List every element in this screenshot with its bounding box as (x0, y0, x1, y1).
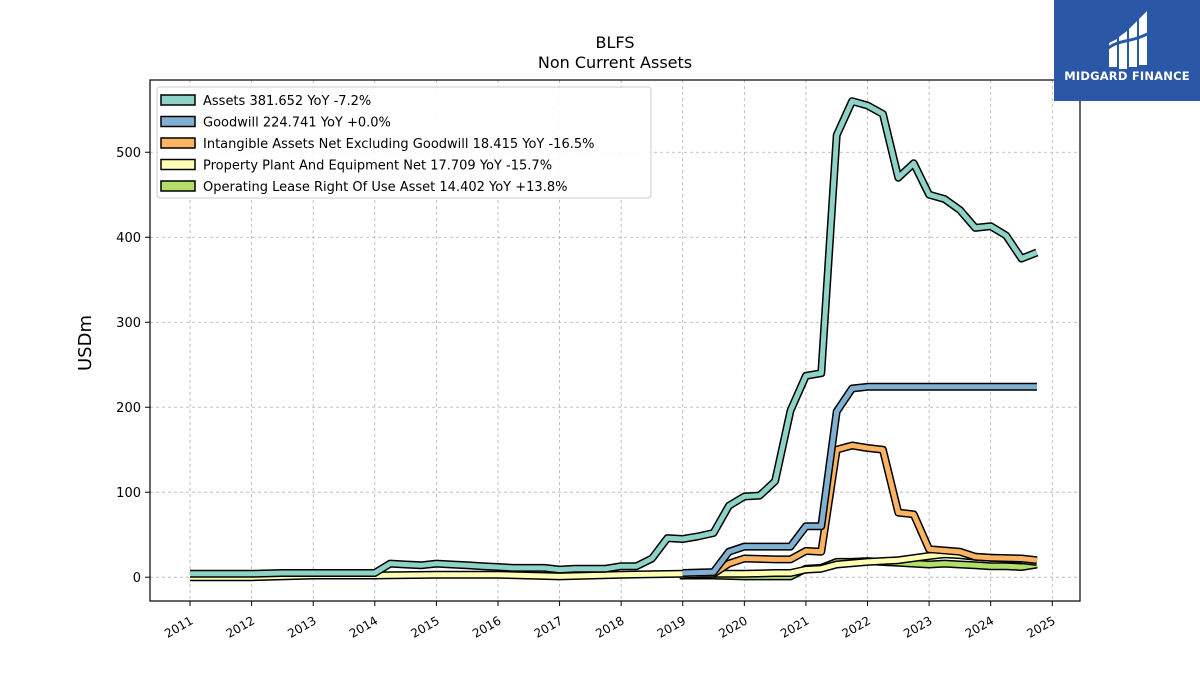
chart-title: BLFS (596, 33, 635, 52)
x-tick-label: 2025 (1024, 613, 1057, 640)
legend-swatch (160, 137, 196, 149)
brand-logo: MIDGARD FINANCE (1054, 0, 1200, 101)
plot-area (149, 79, 1081, 602)
x-tick-label: 2023 (901, 613, 934, 640)
legend-swatch (160, 158, 196, 171)
y-tick-label: 500 (116, 146, 141, 161)
y-axis-label: USDm (75, 315, 96, 371)
legend-swatch (160, 115, 196, 128)
series-line (682, 443, 1038, 578)
y-tick-label: 200 (116, 401, 141, 416)
x-tick-label: 2018 (593, 613, 626, 640)
x-axis: 2011 2012 2013 2014 2015 2016 2017 2018 2019 2020… (162, 601, 1058, 641)
x-tick-label: 2021 (778, 613, 811, 640)
legend-swatch (160, 180, 196, 192)
series-line (682, 384, 1037, 576)
legend-box (156, 86, 652, 199)
y-axis: 0 100 200 300 400 500 (116, 146, 150, 586)
series-lines (190, 97, 1039, 582)
x-tick-label: 2015 (408, 613, 441, 640)
x-tick-label: 2020 (716, 613, 749, 640)
series-line-outline (682, 382, 1037, 577)
y-tick-label: 400 (116, 231, 141, 246)
y-tick-label: 100 (116, 486, 141, 501)
x-tick-label: 2011 (162, 613, 195, 640)
brand-name: MIDGARD FINANCE (1064, 69, 1190, 83)
legend-entry: Assets 381.652 YoY -7.2% (203, 94, 371, 109)
x-tick-label: 2013 (285, 613, 318, 640)
logo-mark-icon (1106, 11, 1150, 69)
legend-entry: Operating Lease Right Of Use Asset 14.40… (203, 180, 567, 195)
legend-swatch (160, 94, 196, 106)
x-tick-label: 2017 (532, 613, 565, 640)
x-tick-label: 2024 (963, 613, 996, 640)
x-tick-label: 2019 (655, 613, 688, 640)
legend-entry: Goodwill 224.741 YoY +0.0% (203, 116, 391, 131)
chart-subtitle: Non Current Assets (538, 53, 692, 72)
x-tick-label: 2012 (224, 613, 257, 640)
x-tick-label: 2016 (470, 613, 503, 640)
series-line (190, 98, 1038, 577)
legend-entry: Intangible Assets Net Excluding Goodwill… (203, 137, 594, 152)
legend-entry: Property Plant And Equipment Net 17.709 … (203, 159, 552, 174)
x-tick-label: 2014 (347, 613, 380, 640)
y-tick-label: 0 (133, 571, 141, 586)
y-tick-label: 300 (116, 316, 141, 331)
x-tick-label: 2022 (840, 613, 873, 640)
legend: Assets 381.652 YoY -7.2% Goodwill 224.741… (156, 86, 652, 199)
